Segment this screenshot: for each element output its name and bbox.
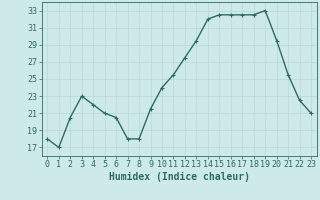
X-axis label: Humidex (Indice chaleur): Humidex (Indice chaleur) — [109, 172, 250, 182]
